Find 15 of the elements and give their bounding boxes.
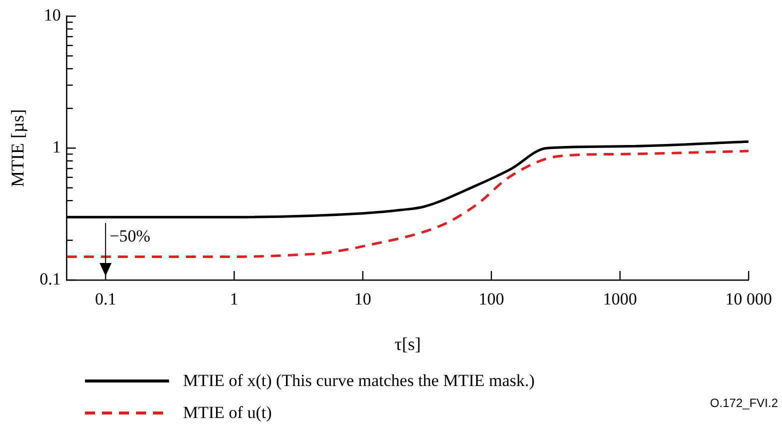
text: O.172_FVI.2: [710, 396, 778, 410]
x-axis-title: τ[s]: [394, 334, 421, 354]
x-tick-label: 1: [230, 290, 238, 309]
x-tick-label: 10: [354, 290, 372, 309]
x-tick-label: 10 000: [725, 290, 772, 309]
legend-label: MTIE of u(t): [183, 403, 272, 423]
x-tick-label: 1000: [603, 290, 638, 309]
annotation: −50%: [110, 226, 150, 246]
y-axis-title: MTIE [µs]: [8, 109, 28, 188]
legend-label: MTIE of x(t) (This curve matches the MTIE mask.): [183, 371, 535, 391]
x-tick-label: 0.1: [94, 290, 116, 309]
y-tick-label: 10: [44, 6, 61, 25]
x-tick-label: 100: [478, 290, 504, 309]
y-tick-label: 0.1: [40, 269, 61, 288]
y-tick-label: 1: [52, 138, 61, 157]
